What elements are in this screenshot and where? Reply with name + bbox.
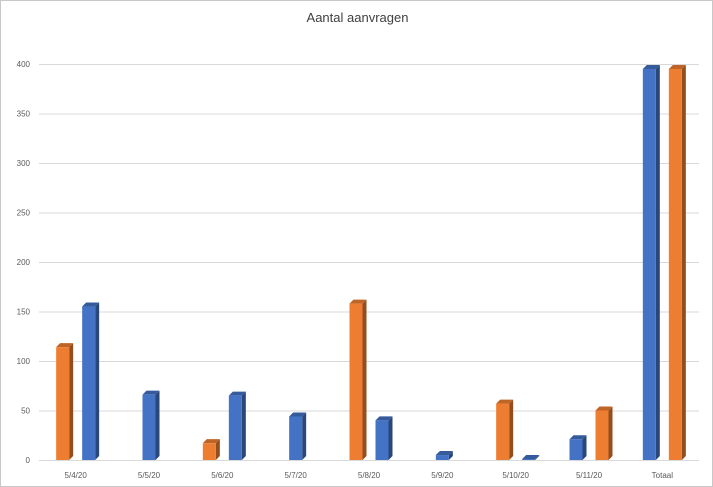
bar xyxy=(522,455,540,460)
bar-top xyxy=(228,391,246,396)
bar-side xyxy=(241,391,246,460)
y-tick-label: 400 xyxy=(17,60,31,69)
bar-side xyxy=(362,299,367,460)
bar-side xyxy=(535,455,540,460)
bar xyxy=(228,391,246,460)
bar xyxy=(375,416,393,460)
bar-side xyxy=(509,399,514,460)
bar-top xyxy=(289,412,307,417)
bar-front xyxy=(228,395,242,460)
bar xyxy=(289,412,307,460)
bar-top xyxy=(496,399,514,404)
bar xyxy=(435,451,453,460)
bar-side xyxy=(302,412,307,460)
bar-top xyxy=(522,455,540,460)
bar-top xyxy=(56,343,74,348)
bar-front xyxy=(349,303,363,460)
bar xyxy=(595,406,613,460)
bar-side xyxy=(582,435,587,460)
bar xyxy=(642,64,660,460)
chart-title: Aantal aanvragen xyxy=(306,10,409,25)
bar-front xyxy=(642,68,656,460)
y-tick-label: 100 xyxy=(17,357,31,366)
bar-front xyxy=(82,306,96,460)
bar-top xyxy=(82,302,100,307)
x-tick-label: 5/11/20 xyxy=(576,471,603,480)
bar-top xyxy=(642,64,660,69)
y-tick-label: 300 xyxy=(17,159,31,168)
x-tick-label: 5/10/20 xyxy=(502,471,529,480)
bar-side xyxy=(655,64,660,460)
bar-side xyxy=(608,406,613,460)
bar-top xyxy=(668,64,686,69)
bar-top xyxy=(569,435,587,440)
bar-side xyxy=(95,302,100,460)
x-tick-label: 5/7/20 xyxy=(285,471,308,480)
bar-top xyxy=(375,416,393,421)
x-tick-label: 5/8/20 xyxy=(358,471,381,480)
bar-front xyxy=(522,459,536,460)
x-tick-label: Totaal xyxy=(652,471,674,480)
bar-side xyxy=(448,451,453,460)
bar-side xyxy=(69,343,74,460)
x-tick-label: 5/4/20 xyxy=(65,471,88,480)
bar-top xyxy=(435,451,453,456)
bar xyxy=(142,390,160,460)
bar-front xyxy=(289,416,303,460)
x-tick-label: 5/9/20 xyxy=(431,471,454,480)
bar-front xyxy=(569,439,583,460)
y-tick-label: 0 xyxy=(26,456,31,465)
bar-front xyxy=(202,443,216,460)
bar-side xyxy=(388,416,393,460)
bar-front xyxy=(56,347,70,460)
bar xyxy=(668,64,686,460)
bar-front xyxy=(375,420,389,460)
bar xyxy=(56,343,74,460)
bar-front xyxy=(595,410,609,460)
bar-side xyxy=(155,390,160,460)
bar-top xyxy=(142,390,160,395)
bar-top xyxy=(349,299,367,304)
bar xyxy=(569,435,587,460)
bar-front xyxy=(435,455,449,460)
bar xyxy=(496,399,514,460)
bar xyxy=(349,299,367,460)
bar-top xyxy=(202,439,220,444)
bar xyxy=(202,439,220,460)
y-tick-label: 200 xyxy=(17,258,31,267)
x-tick-label: 5/5/20 xyxy=(138,471,161,480)
y-tick-label: 150 xyxy=(17,308,31,317)
bar xyxy=(82,302,100,460)
y-tick-label: 350 xyxy=(17,110,31,119)
bar-front xyxy=(142,394,156,460)
x-tick-label: 5/6/20 xyxy=(211,471,234,480)
bar-side xyxy=(681,64,686,460)
bar-top xyxy=(595,406,613,411)
bar-front xyxy=(668,68,682,460)
y-tick-label: 50 xyxy=(21,407,30,416)
bar-front xyxy=(496,403,510,460)
y-tick-label: 250 xyxy=(17,209,31,218)
bar-side xyxy=(215,439,220,460)
